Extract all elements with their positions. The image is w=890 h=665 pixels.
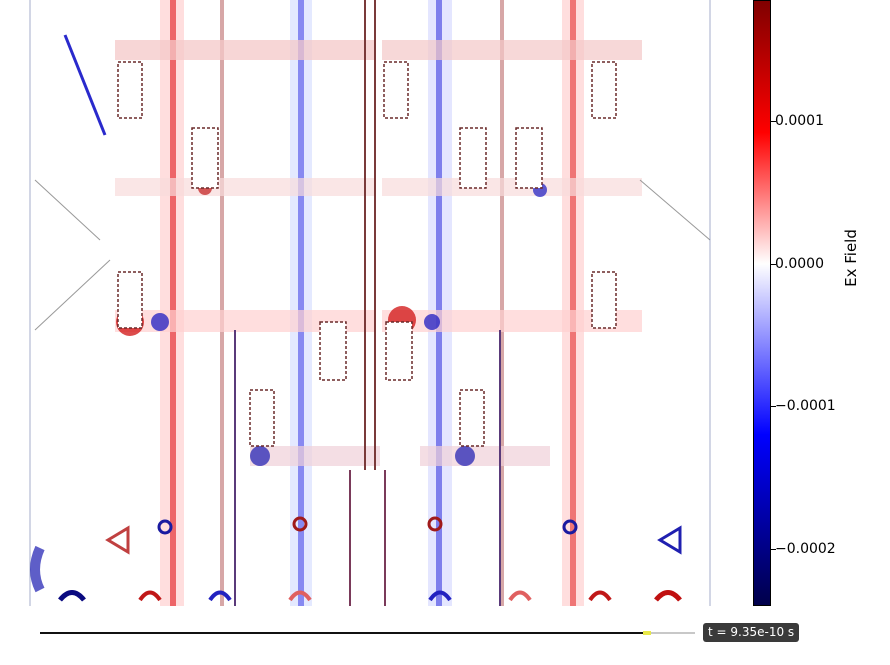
ex-field-plot: [20, 0, 717, 606]
colorbar: [753, 0, 771, 606]
timeline-slider[interactable]: [40, 631, 695, 635]
timeline-progress: [40, 632, 643, 634]
circuit-structure-right: [382, 0, 711, 606]
center-feedlines: [234, 0, 501, 606]
colorbar-tick-label: 0.0001: [775, 113, 824, 130]
colorbar-tick: [771, 121, 776, 123]
colorbar-tick: [771, 406, 776, 408]
colorbar-tick-label: −0.0001: [775, 398, 836, 415]
colorbar-title: Ex Field: [842, 229, 860, 287]
colorbar-tick-label: 0.0000: [775, 255, 824, 272]
colorbar-tick: [771, 263, 776, 265]
time-label: t = 9.35e-10 s: [703, 623, 800, 642]
colorbar-tick: [771, 548, 776, 550]
timeline-marker[interactable]: [642, 631, 651, 635]
bottom-ports: [30, 516, 682, 602]
colorbar-tick-label: −0.0002: [775, 540, 836, 557]
circuit-structure-left: [29, 0, 380, 606]
